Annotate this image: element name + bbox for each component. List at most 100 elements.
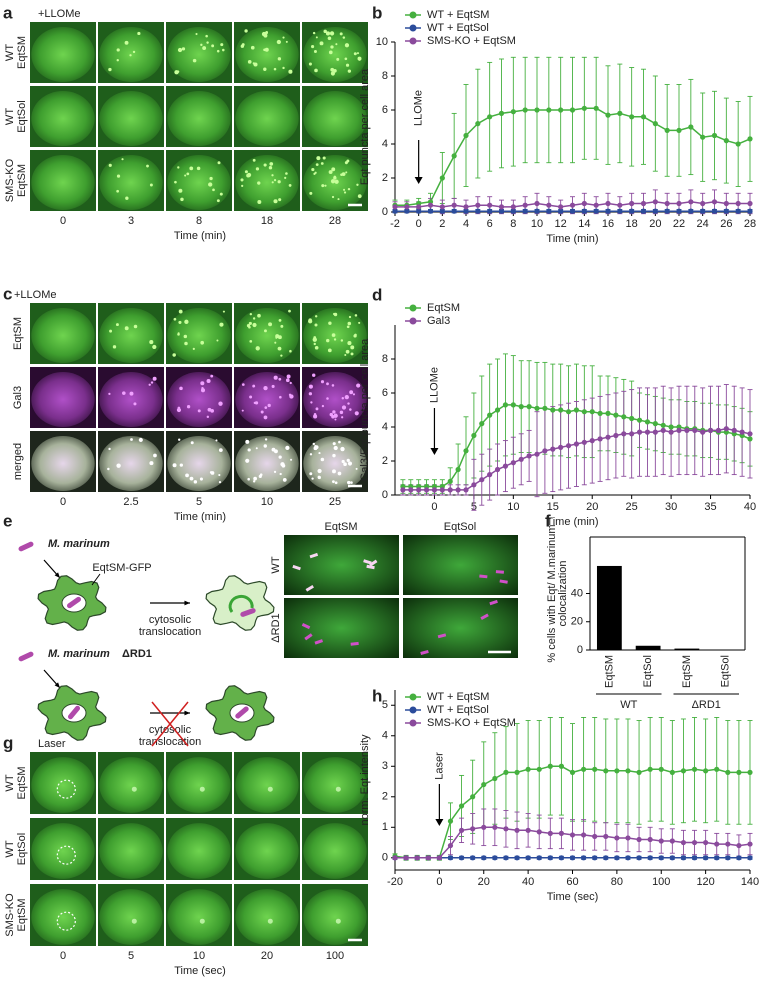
legend-label: EqtSM [427,302,460,314]
punctum [326,397,329,400]
data-point [481,781,487,788]
data-point [573,407,580,413]
punctum [108,67,112,72]
data-point [652,199,658,205]
punctum [249,395,253,399]
cell-image [303,91,367,146]
data-point [669,769,675,775]
schematic-label: ΔRD1 [122,648,152,660]
x-tick-label: 28 [744,218,756,230]
punctum [218,401,223,406]
punctum [331,384,335,387]
data-point [580,766,587,772]
annotation: Laser [433,752,445,780]
data-point [593,208,599,214]
data-point [526,453,532,459]
punctum [247,477,250,481]
punctum [190,441,194,445]
data-point [470,826,476,832]
punctum [252,322,257,328]
legend-label: WT + EqtSol [427,704,489,716]
punctum [218,480,222,484]
punctum [176,70,180,73]
punctum [177,332,180,335]
punctum [248,325,251,329]
punctum [330,67,335,72]
data-point [581,409,587,415]
data-point [439,204,445,210]
data-point [617,110,623,116]
punctum [200,388,206,393]
punctum [148,383,151,386]
data-point [558,763,565,769]
punctum [288,69,293,74]
x-tick-label: 0 [431,501,437,513]
data-point [392,208,398,214]
punctum [331,414,335,419]
punctum [315,36,318,39]
schematic-label: EqtSM-GFP [92,562,151,574]
data-point [691,855,698,861]
legend-marker [409,304,417,312]
data-point [547,830,553,836]
row-label: WT [270,556,282,573]
data-point [447,842,454,849]
punctum [149,340,154,345]
cell-image [303,757,367,813]
punctum [206,378,211,384]
x-tick-label: EqtSM [603,655,615,688]
punctum [273,375,278,380]
data-point [494,466,501,473]
punctum [184,341,188,346]
data-point [463,448,469,454]
punctum [177,47,183,53]
data-point [542,448,548,454]
time-label: 3 [128,215,134,227]
data-point [487,412,493,418]
y-axis-label: colocalization [557,560,569,626]
data-point [676,127,682,133]
y-tick-label: 20 [571,616,583,628]
punctum [336,57,340,61]
legend-marker [409,11,417,19]
row-label: merged [12,443,24,480]
x-tick-label: 15 [547,501,559,513]
x-tick-label: 22 [673,218,685,230]
punctum [344,354,347,357]
data-point [498,204,505,210]
punctum [271,181,274,184]
data-point [625,855,631,861]
punctum [314,323,318,327]
cell-image [303,372,367,427]
data-point [647,836,653,843]
data-point [700,134,706,140]
x-tick-label: 120 [696,876,714,888]
data-point [569,832,576,838]
data-point [558,855,565,861]
x-tick-label: 20 [478,876,490,888]
punctum [260,410,264,414]
punctum [206,41,209,44]
data-point [447,478,453,484]
punctum [263,33,268,38]
punctum [193,480,198,484]
data-point [707,427,714,433]
data-point [605,200,611,207]
data-point [735,200,741,207]
punctum [358,58,361,61]
row-label: EqtSol [16,833,28,865]
punctum [332,312,336,316]
data-point [565,409,572,415]
data-point [475,202,481,208]
data-point [546,208,552,214]
punctum [277,57,282,61]
annotation-arrow-head [414,177,423,184]
punctum [199,786,205,792]
legend-marker [409,37,417,45]
data-point [747,769,753,775]
x-tick-label: 14 [578,218,590,230]
punctum [211,44,215,48]
data-point [416,204,422,210]
punctum [339,32,343,36]
